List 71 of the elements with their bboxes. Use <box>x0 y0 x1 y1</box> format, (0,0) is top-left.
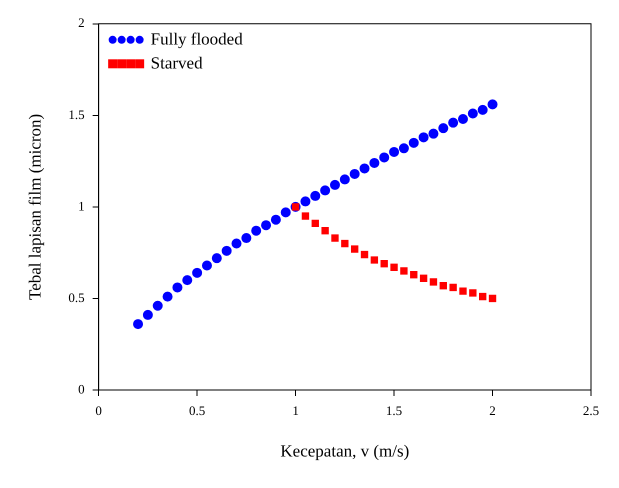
point <box>300 196 310 206</box>
point <box>479 292 486 300</box>
point <box>398 143 409 154</box>
point <box>340 174 350 184</box>
x-tick-label: 0.5 <box>188 403 206 418</box>
point <box>408 138 419 148</box>
point <box>241 233 252 244</box>
point <box>280 207 291 218</box>
point <box>410 270 418 278</box>
point <box>152 300 163 311</box>
point <box>418 132 429 142</box>
point <box>202 260 212 270</box>
point <box>312 220 319 228</box>
point <box>488 294 496 302</box>
point <box>458 114 468 124</box>
point <box>370 256 378 264</box>
point <box>360 250 368 258</box>
point <box>438 123 448 134</box>
point <box>330 180 340 190</box>
x-axis-title: Kecepatan, v (m/s) <box>280 441 410 460</box>
point <box>428 128 438 139</box>
point <box>142 310 153 320</box>
point <box>430 278 438 286</box>
point <box>251 226 262 236</box>
point <box>182 275 192 286</box>
point <box>212 253 222 264</box>
y-tick-label: 0.5 <box>68 290 85 305</box>
point <box>379 152 390 162</box>
y-axis-title: Tebal lapisan film (micron) <box>26 114 45 300</box>
point <box>468 108 478 119</box>
point <box>321 227 329 234</box>
point <box>341 240 349 248</box>
point <box>459 287 467 295</box>
x-tick-label: 2 <box>489 403 496 418</box>
point <box>172 282 182 292</box>
x-tick-label: 0 <box>95 403 102 418</box>
point <box>478 104 488 115</box>
point <box>222 246 232 256</box>
y-tick-label: 1 <box>78 198 85 214</box>
point <box>420 274 428 282</box>
point <box>469 289 477 297</box>
point <box>360 163 370 174</box>
y-tick-label: 2 <box>78 15 85 30</box>
point <box>449 284 457 292</box>
point <box>270 214 281 225</box>
point <box>320 185 330 196</box>
point <box>192 268 202 278</box>
y-tick-label: 1.5 <box>68 106 85 122</box>
point <box>350 245 358 253</box>
point <box>133 319 144 330</box>
point <box>400 267 408 275</box>
y-tick-label: 0 <box>78 381 85 396</box>
point <box>310 190 320 201</box>
point <box>331 234 339 242</box>
legend-label: Fully flooded <box>150 29 244 48</box>
point <box>369 158 380 168</box>
point <box>488 99 498 110</box>
point <box>232 238 242 249</box>
point <box>380 260 388 268</box>
point <box>390 264 398 272</box>
point <box>350 168 360 179</box>
point <box>440 282 447 290</box>
point <box>261 220 272 230</box>
point <box>162 292 173 302</box>
point <box>389 146 400 157</box>
point <box>448 118 458 128</box>
point <box>302 212 310 220</box>
x-tick-label: 1.5 <box>386 403 402 418</box>
x-tick-label: 2.5 <box>582 403 600 418</box>
x-tick-label: 1 <box>292 403 299 418</box>
legend-label: Starved <box>150 53 204 72</box>
